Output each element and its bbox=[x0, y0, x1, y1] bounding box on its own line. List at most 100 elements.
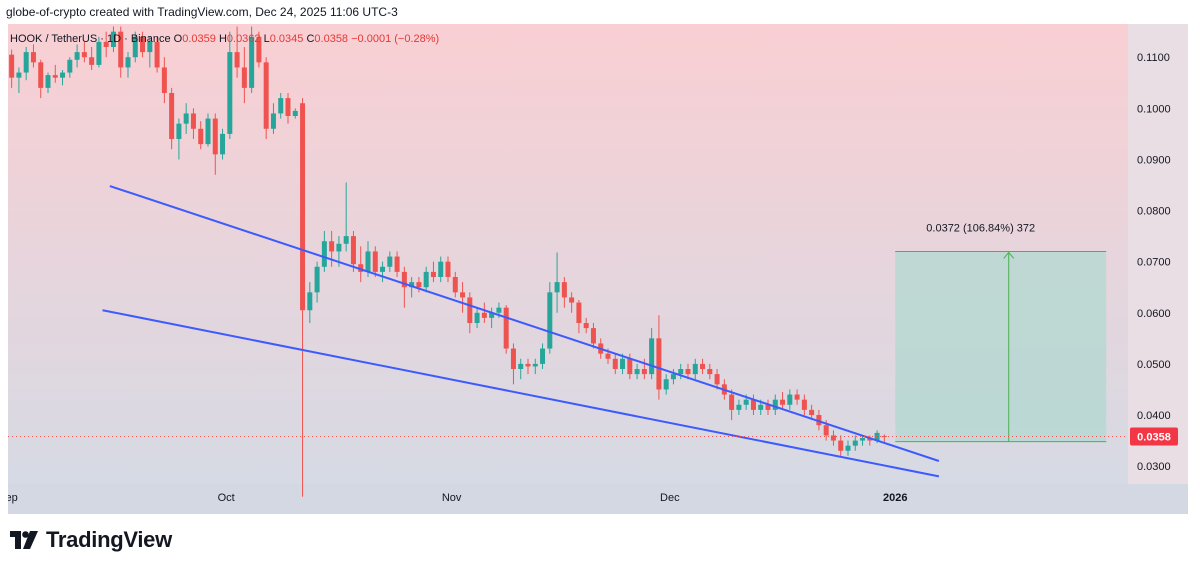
candle[interactable] bbox=[554, 252, 560, 313]
candle[interactable] bbox=[503, 305, 509, 354]
candle[interactable] bbox=[350, 231, 356, 272]
candle[interactable] bbox=[452, 271, 458, 298]
candle[interactable] bbox=[249, 26, 255, 93]
candle[interactable] bbox=[256, 31, 262, 68]
candle[interactable] bbox=[714, 369, 720, 390]
tradingview-branding[interactable]: TradingView bbox=[10, 527, 172, 553]
candle[interactable] bbox=[89, 47, 95, 70]
candle[interactable] bbox=[372, 246, 378, 277]
candle[interactable] bbox=[845, 440, 851, 456]
candle[interactable] bbox=[510, 343, 516, 385]
candle[interactable] bbox=[576, 300, 582, 334]
symbol-name[interactable]: HOOK / TetherUS · 1D · Binance bbox=[10, 33, 171, 45]
candle[interactable] bbox=[394, 251, 400, 277]
candle[interactable] bbox=[270, 103, 276, 134]
candle[interactable] bbox=[816, 409, 822, 431]
candle[interactable] bbox=[103, 31, 109, 58]
candle[interactable] bbox=[489, 307, 495, 329]
candle[interactable] bbox=[532, 358, 538, 375]
candle[interactable] bbox=[227, 31, 233, 139]
candle[interactable] bbox=[263, 57, 269, 139]
candle[interactable] bbox=[285, 93, 291, 124]
candle[interactable] bbox=[380, 261, 386, 283]
candle[interactable] bbox=[787, 389, 793, 410]
candle[interactable] bbox=[23, 47, 29, 81]
candle[interactable] bbox=[430, 261, 436, 283]
candle[interactable] bbox=[692, 358, 698, 380]
candle[interactable] bbox=[161, 57, 167, 104]
candle[interactable] bbox=[314, 261, 320, 303]
candle[interactable] bbox=[278, 93, 284, 119]
candle[interactable] bbox=[736, 399, 742, 415]
candle[interactable] bbox=[474, 307, 480, 329]
candle[interactable] bbox=[147, 36, 153, 68]
candle[interactable] bbox=[300, 98, 306, 497]
candle[interactable] bbox=[809, 404, 815, 421]
candle[interactable] bbox=[612, 353, 618, 375]
candle[interactable] bbox=[656, 315, 662, 400]
candle[interactable] bbox=[678, 363, 684, 380]
candle[interactable] bbox=[125, 52, 131, 78]
chart-area[interactable]: 0.0372 (106.84%) 372 0.0300 0.0400 0.0500 0… bbox=[8, 24, 1188, 514]
trendline-upper[interactable] bbox=[109, 185, 940, 462]
candle[interactable] bbox=[467, 292, 473, 334]
candle[interactable] bbox=[518, 358, 524, 380]
candle[interactable] bbox=[649, 328, 655, 380]
candle[interactable] bbox=[30, 44, 36, 68]
candle[interactable] bbox=[38, 59, 44, 99]
candle[interactable] bbox=[212, 113, 218, 175]
candle[interactable] bbox=[641, 358, 647, 380]
candle[interactable] bbox=[292, 108, 298, 119]
candle[interactable] bbox=[707, 363, 713, 380]
candle[interactable] bbox=[45, 72, 51, 93]
candle[interactable] bbox=[830, 430, 836, 446]
candle[interactable] bbox=[220, 128, 226, 160]
candle[interactable] bbox=[838, 435, 844, 456]
candle[interactable] bbox=[547, 282, 553, 354]
candle[interactable] bbox=[401, 266, 407, 308]
candle[interactable] bbox=[81, 41, 87, 63]
candle[interactable] bbox=[16, 67, 22, 93]
candle[interactable] bbox=[234, 26, 240, 78]
candle[interactable] bbox=[241, 47, 247, 104]
candle[interactable] bbox=[801, 394, 807, 415]
candle[interactable] bbox=[409, 277, 415, 298]
candle[interactable] bbox=[343, 182, 349, 252]
candle[interactable] bbox=[670, 369, 676, 385]
candle[interactable] bbox=[9, 49, 15, 88]
candle[interactable] bbox=[794, 389, 800, 405]
candle[interactable] bbox=[307, 282, 313, 323]
candle[interactable] bbox=[481, 302, 487, 323]
candle[interactable] bbox=[140, 31, 146, 58]
candle[interactable] bbox=[96, 36, 102, 68]
candle[interactable] bbox=[387, 251, 393, 272]
candle[interactable] bbox=[700, 358, 706, 375]
candle[interactable] bbox=[416, 277, 422, 293]
trendline-lower[interactable] bbox=[102, 309, 940, 478]
candle[interactable] bbox=[321, 231, 327, 272]
candle[interactable] bbox=[423, 266, 429, 293]
candle[interactable] bbox=[132, 31, 138, 63]
candle[interactable] bbox=[460, 282, 466, 313]
candle[interactable] bbox=[750, 394, 756, 415]
candle[interactable] bbox=[561, 277, 567, 308]
candle[interactable] bbox=[154, 36, 160, 73]
candle[interactable] bbox=[60, 70, 66, 86]
candle[interactable] bbox=[540, 343, 546, 369]
candle[interactable] bbox=[772, 394, 778, 415]
candle[interactable] bbox=[118, 26, 124, 78]
candle[interactable] bbox=[169, 87, 175, 150]
candle[interactable] bbox=[205, 113, 211, 147]
candle[interactable] bbox=[74, 44, 80, 68]
candle[interactable] bbox=[729, 389, 735, 421]
candle[interactable] bbox=[852, 435, 858, 451]
candle[interactable] bbox=[445, 256, 451, 283]
candle[interactable] bbox=[358, 246, 364, 283]
candle[interactable] bbox=[176, 118, 182, 160]
candle[interactable] bbox=[190, 108, 196, 139]
candle[interactable] bbox=[569, 292, 575, 313]
candle[interactable] bbox=[860, 435, 866, 446]
candle[interactable] bbox=[52, 64, 58, 83]
candle[interactable] bbox=[590, 323, 596, 349]
candle[interactable] bbox=[198, 121, 204, 150]
